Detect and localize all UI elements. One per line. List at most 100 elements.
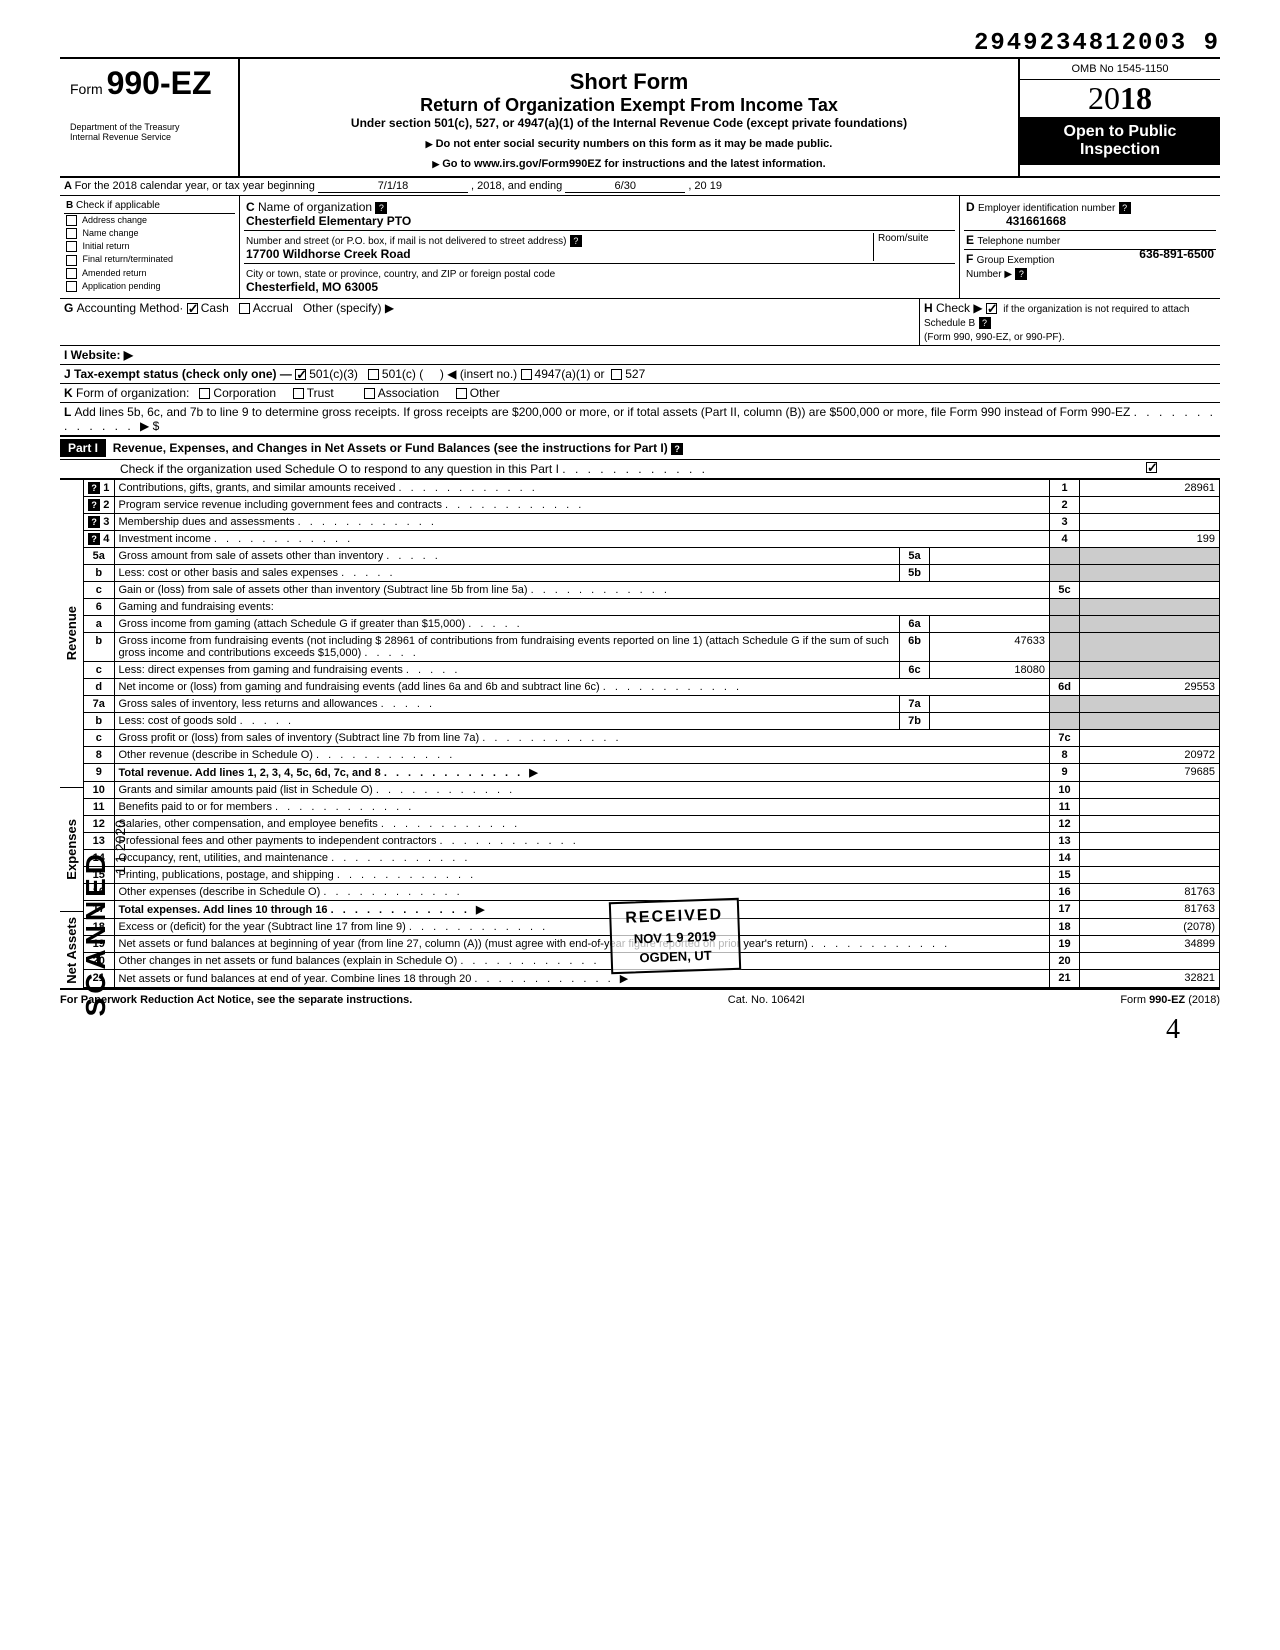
phone: 636-891-6500 bbox=[1139, 247, 1214, 261]
label-revenue: Revenue bbox=[62, 602, 81, 664]
stamp-loc: OGDEN, UT bbox=[626, 947, 724, 965]
scanned-date: 1 1 2020 bbox=[112, 820, 128, 875]
a-mid: , 2018, and ending bbox=[471, 180, 562, 192]
stamp-received: RECEIVED bbox=[625, 906, 723, 927]
k-corp: Corporation bbox=[213, 386, 276, 400]
ein: 431661668 bbox=[966, 214, 1066, 228]
form-page: 2949234812003 9 Form 990-EZ Department o… bbox=[60, 30, 1220, 1006]
k-label: Form of organization: bbox=[76, 386, 189, 400]
help-icon: ? bbox=[570, 235, 582, 247]
checkbox-b[interactable] bbox=[66, 281, 77, 292]
checkbox-501c3[interactable] bbox=[295, 369, 306, 380]
help-icon: ? bbox=[671, 443, 683, 455]
street-label: Number and street (or P.O. box, if mail … bbox=[246, 236, 567, 247]
footer-right: Form 990-EZ (2018) bbox=[1120, 994, 1220, 1006]
street: 17700 Wildhorse Creek Road bbox=[246, 247, 411, 261]
checkbox-b[interactable] bbox=[66, 215, 77, 226]
dept1: Department of the Treasury bbox=[70, 122, 228, 132]
checkbox-cash[interactable] bbox=[187, 303, 198, 314]
g-cash: Cash bbox=[201, 301, 229, 315]
checkbox-527[interactable] bbox=[611, 369, 622, 380]
form-prefix: Form bbox=[70, 81, 103, 97]
form-header: Form 990-EZ Department of the Treasury I… bbox=[60, 57, 1220, 178]
tax-year: 2018 bbox=[1020, 80, 1220, 117]
row-a: A For the 2018 calendar year, or tax yea… bbox=[60, 178, 1220, 196]
a-end: 6/30 bbox=[565, 180, 685, 193]
c-label: Name of organization bbox=[258, 200, 372, 214]
g-accrual: Accrual bbox=[253, 301, 293, 315]
received-stamp: RECEIVED NOV 1 9 2019 OGDEN, UT bbox=[609, 898, 741, 974]
form-number-big: 990-EZ bbox=[107, 65, 212, 101]
h-sub: (Form 990, 990-EZ, or 990-PF). bbox=[924, 332, 1065, 343]
j-label: Tax-exempt status (check only one) — bbox=[74, 367, 292, 381]
dept2: Internal Revenue Service bbox=[70, 132, 228, 142]
checkbox-other[interactable] bbox=[456, 388, 467, 399]
checkbox-trust[interactable] bbox=[293, 388, 304, 399]
city: Chesterfield, MO 63005 bbox=[246, 280, 378, 294]
help-icon: ? bbox=[375, 202, 387, 214]
footer: For Paperwork Reduction Act Notice, see … bbox=[60, 988, 1220, 1006]
h-label: Check ▶ bbox=[936, 301, 983, 315]
form-title: Short Form bbox=[250, 69, 1008, 95]
part1-text: Revenue, Expenses, and Changes in Net As… bbox=[113, 441, 668, 455]
help-icon: ? bbox=[1119, 202, 1131, 214]
year-bold: 18 bbox=[1120, 80, 1152, 116]
j-501c: 501(c) ( bbox=[382, 367, 423, 381]
row-gh: G Accounting Method· Cash Accrual Other … bbox=[60, 299, 1220, 346]
i-label: Website: ▶ bbox=[71, 348, 133, 362]
inspection1: Open to Public bbox=[1024, 123, 1216, 141]
checkbox-b[interactable] bbox=[66, 255, 77, 266]
footer-left: For Paperwork Reduction Act Notice, see … bbox=[60, 994, 412, 1006]
j-4947: 4947(a)(1) or bbox=[535, 367, 605, 381]
d-label: Employer identification number bbox=[978, 203, 1115, 214]
form-note2: Go to www.irs.gov/Form990EZ for instruct… bbox=[250, 158, 1008, 170]
help-icon: ? bbox=[1015, 268, 1027, 280]
checkbox-b[interactable] bbox=[66, 228, 77, 239]
year-prefix: 20 bbox=[1088, 80, 1120, 116]
dept: Department of the Treasury Internal Reve… bbox=[70, 122, 228, 142]
checkbox-schedule-o[interactable] bbox=[1146, 462, 1157, 473]
footer-mid: Cat. No. 10642I bbox=[728, 994, 805, 1006]
label-expenses: Expenses bbox=[62, 815, 81, 884]
inspection2: Inspection bbox=[1024, 141, 1216, 159]
b-label: Check if applicable bbox=[76, 200, 160, 211]
checkbox-b[interactable] bbox=[66, 241, 77, 252]
inspection-box: Open to Public Inspection bbox=[1020, 117, 1220, 165]
checkbox-4947[interactable] bbox=[521, 369, 532, 380]
label-netassets: Net Assets bbox=[62, 913, 81, 988]
form-note1: Do not enter social security numbers on … bbox=[250, 138, 1008, 150]
scanned-label: SCANNED bbox=[80, 850, 112, 1016]
a-label: For the 2018 calendar year, or tax year … bbox=[75, 180, 315, 192]
form-number: Form 990-EZ bbox=[70, 65, 228, 102]
help-icon: ? bbox=[979, 317, 991, 329]
checkbox-accrual[interactable] bbox=[239, 303, 250, 314]
a-begin: 7/1/18 bbox=[318, 180, 468, 193]
form-under: Under section 501(c), 527, or 4947(a)(1)… bbox=[250, 116, 1008, 130]
row-l: L Add lines 5b, 6c, and 7b to line 9 to … bbox=[60, 403, 1220, 436]
omb: OMB No 1545-1150 bbox=[1020, 59, 1220, 80]
room-label: Room/suite bbox=[873, 233, 953, 261]
a-year: , 20 19 bbox=[688, 180, 722, 192]
checkbox-assoc[interactable] bbox=[364, 388, 375, 399]
part1-check-text: Check if the organization used Schedule … bbox=[120, 462, 559, 476]
g-label: Accounting Method· bbox=[77, 301, 184, 315]
k-trust: Trust bbox=[307, 386, 334, 400]
org-name: Chesterfield Elementary PTO bbox=[246, 214, 411, 228]
row-i: I Website: ▶ bbox=[60, 346, 1220, 365]
f-number: Number ▶ bbox=[966, 269, 1012, 280]
checkbox-h[interactable] bbox=[986, 303, 997, 314]
part1-header: Part I Revenue, Expenses, and Changes in… bbox=[60, 436, 1220, 460]
page-number: 4 bbox=[1166, 1014, 1180, 1046]
j-insert: ) ◀ (insert no.) bbox=[440, 367, 517, 381]
g-other: Other (specify) ▶ bbox=[303, 301, 394, 315]
checkbox-b[interactable] bbox=[66, 268, 77, 279]
l-arrow: ▶ $ bbox=[140, 419, 159, 433]
j-501c3: 501(c)(3) bbox=[309, 367, 358, 381]
checkbox-501c[interactable] bbox=[368, 369, 379, 380]
e-label: Telephone number bbox=[977, 236, 1060, 247]
k-assoc: Association bbox=[378, 386, 439, 400]
row-k: K Form of organization: Corporation Trus… bbox=[60, 384, 1220, 403]
checkbox-corp[interactable] bbox=[199, 388, 210, 399]
k-other: Other bbox=[470, 386, 500, 400]
f-label: Group Exemption bbox=[977, 255, 1055, 266]
